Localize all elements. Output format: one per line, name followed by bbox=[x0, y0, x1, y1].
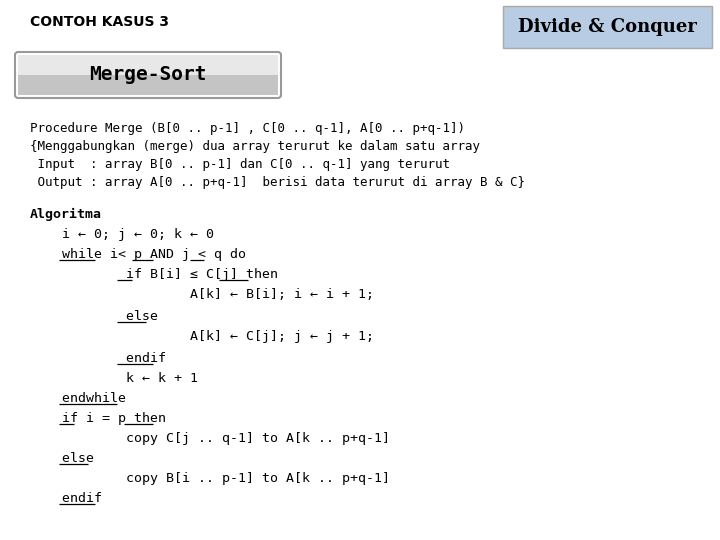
Text: CONTOH KASUS 3: CONTOH KASUS 3 bbox=[30, 15, 169, 29]
Text: endif: endif bbox=[30, 352, 166, 365]
Text: endwhile: endwhile bbox=[30, 392, 126, 405]
Text: Procedure Merge (B[0 .. p-1] , C[0 .. q-1], A[0 .. p+q-1]): Procedure Merge (B[0 .. p-1] , C[0 .. q-… bbox=[30, 122, 465, 135]
Text: Merge-Sort: Merge-Sort bbox=[89, 65, 207, 84]
Text: i ← 0; j ← 0; k ← 0: i ← 0; j ← 0; k ← 0 bbox=[30, 228, 214, 241]
Text: Input  : array B[0 .. p-1] dan C[0 .. q-1] yang terurut: Input : array B[0 .. p-1] dan C[0 .. q-1… bbox=[30, 158, 450, 171]
Text: A[k] ← B[i]; i ← i + 1;: A[k] ← B[i]; i ← i + 1; bbox=[30, 288, 374, 301]
Text: A[k] ← C[j]; j ← j + 1;: A[k] ← C[j]; j ← j + 1; bbox=[30, 330, 374, 343]
Text: while i< p AND j < q do: while i< p AND j < q do bbox=[30, 248, 246, 261]
FancyBboxPatch shape bbox=[18, 55, 278, 75]
Text: endif: endif bbox=[30, 492, 102, 505]
Text: if B[i] ≤ C[j] then: if B[i] ≤ C[j] then bbox=[30, 268, 278, 281]
Text: else: else bbox=[30, 310, 158, 323]
Text: Divide & Conquer: Divide & Conquer bbox=[518, 18, 697, 36]
Text: if i = p then: if i = p then bbox=[30, 412, 166, 425]
Text: {Menggabungkan (merge) dua array terurut ke dalam satu array: {Menggabungkan (merge) dua array terurut… bbox=[30, 140, 480, 153]
FancyBboxPatch shape bbox=[18, 75, 278, 95]
FancyBboxPatch shape bbox=[503, 6, 712, 48]
Text: Algoritma: Algoritma bbox=[30, 208, 102, 221]
Text: copy C[j .. q-1] to A[k .. p+q-1]: copy C[j .. q-1] to A[k .. p+q-1] bbox=[30, 432, 390, 445]
Text: copy B[i .. p-1] to A[k .. p+q-1]: copy B[i .. p-1] to A[k .. p+q-1] bbox=[30, 472, 390, 485]
Text: k ← k + 1: k ← k + 1 bbox=[30, 372, 198, 385]
Text: else: else bbox=[30, 452, 94, 465]
Text: Output : array A[0 .. p+q-1]  berisi data terurut di array B & C}: Output : array A[0 .. p+q-1] berisi data… bbox=[30, 176, 525, 189]
